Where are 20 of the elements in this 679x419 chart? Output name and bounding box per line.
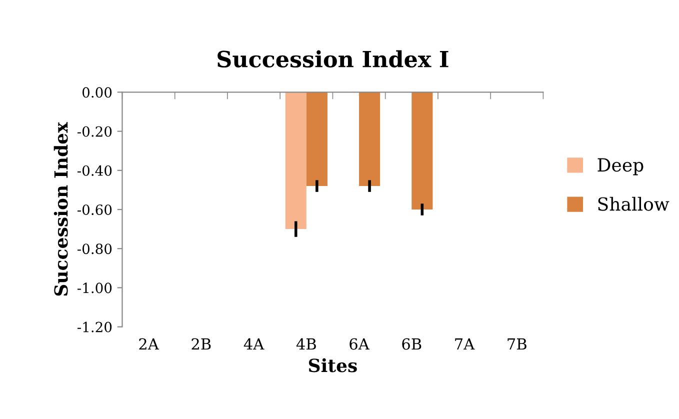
y-tick-label: -0.40 [77,165,112,176]
legend-label: Shallow [598,196,670,211]
y-tick-label: -1.20 [77,322,112,332]
x-tick-label: 2A [139,338,160,350]
y-tick-label: 0.00 [82,87,112,98]
x-tick-label: 4B [296,338,316,350]
chart-title: Succession Index I [218,50,448,68]
x-tick-label: 6A [350,338,370,350]
x-tick-label: 6B [402,338,422,350]
y-tick-label: -0.60 [77,204,112,215]
x-tick-label: 2B [192,338,211,350]
y-tick-label: -0.80 [77,244,112,254]
y-tick-label: -0.20 [77,126,112,137]
x-tick-label: 7A [455,338,475,350]
y-axis-title: Succession Index [54,122,68,296]
x-tick-label: 7B [508,338,526,350]
y-tick-label: -1.00 [77,282,112,294]
x-axis-title: Sites [308,358,357,372]
legend-label: Deep [598,158,644,176]
x-tick-label: 4A [244,338,264,350]
